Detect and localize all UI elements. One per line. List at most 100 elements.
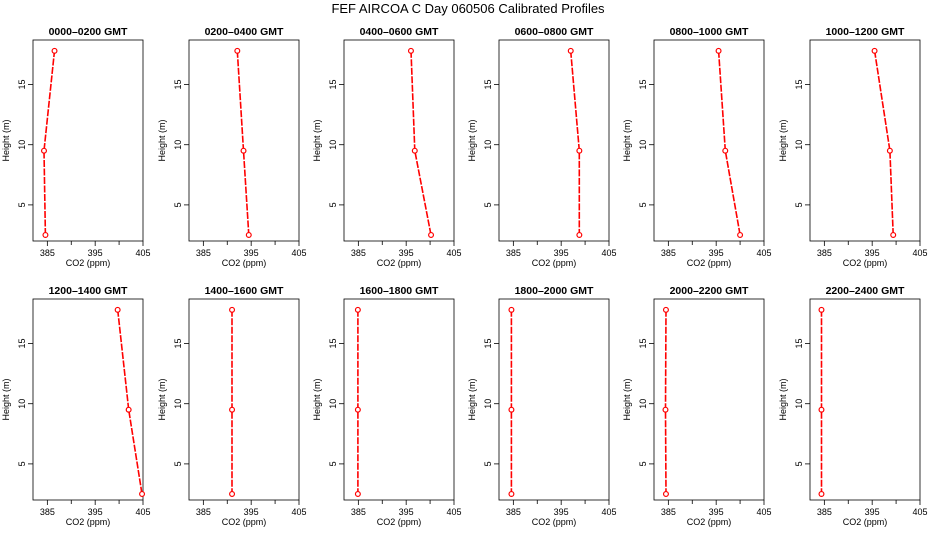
x-tick-label: 405 <box>756 248 771 258</box>
profile-point <box>818 306 825 313</box>
y-tick-label: 10 <box>638 140 648 150</box>
y-tick-label: 10 <box>328 399 338 409</box>
y-tick-label: 15 <box>794 80 804 90</box>
profile-point <box>245 231 252 238</box>
y-tick-label: 5 <box>794 461 804 466</box>
x-tick-label: 405 <box>291 507 306 517</box>
profile-panel-4: 0600–0800 GMT 385 395 405 CO2 (ppm) 5 10 15 Heig… <box>467 26 617 268</box>
profile-panel-12: 2200–2400 GMT 385 395 405 CO2 (ppm) 5 10 15 Heig… <box>778 285 928 527</box>
profile-line <box>43 50 56 236</box>
x-axis-label: CO2 (ppm) <box>532 517 577 527</box>
x-tick-label: 385 <box>351 507 366 517</box>
x-tick-label: 395 <box>865 507 880 517</box>
panel-title: 1000–1200 GMT <box>826 26 905 38</box>
x-tick-label: 395 <box>709 507 724 517</box>
y-tick-label: 5 <box>328 461 338 466</box>
y-axis-label: Height (m) <box>1 119 11 161</box>
profile-point <box>40 147 47 154</box>
y-tick-label: 15 <box>173 80 183 90</box>
x-tick-label: 405 <box>912 248 927 258</box>
y-tick-label: 15 <box>794 339 804 349</box>
x-tick-label: 405 <box>601 507 616 517</box>
y-axis-label: Height (m) <box>157 119 167 161</box>
x-tick-label: 395 <box>399 507 414 517</box>
x-axis-label: CO2 (ppm) <box>687 517 732 527</box>
panel-title: 1600–1800 GMT <box>360 285 439 297</box>
y-tick-label: 5 <box>17 202 27 207</box>
profile-point <box>229 406 236 413</box>
plot-frame <box>498 39 610 242</box>
profile-point <box>508 306 515 313</box>
x-tick-label: 405 <box>446 248 461 258</box>
profile-line <box>569 50 581 235</box>
x-axis-label: CO2 (ppm) <box>222 258 267 268</box>
y-tick-label: 15 <box>328 80 338 90</box>
x-axis-label: CO2 (ppm) <box>687 258 732 268</box>
profile-point <box>508 406 515 413</box>
x-tick-label: 395 <box>554 248 569 258</box>
x-tick-label: 405 <box>601 248 616 258</box>
x-tick-label: 385 <box>40 507 55 517</box>
y-tick-label: 10 <box>17 399 27 409</box>
x-tick-label: 405 <box>135 248 150 258</box>
profile-point <box>508 490 515 497</box>
plot-frame <box>498 298 610 501</box>
panel-title: 0200–0400 GMT <box>205 26 284 38</box>
profile-panel-11: 2000–2200 GMT 385 395 405 CO2 (ppm) 5 10 15 Heig… <box>622 285 772 527</box>
panel-title: 2000–2200 GMT <box>670 285 749 297</box>
y-axis-label: Height (m) <box>312 119 322 161</box>
profile-point <box>737 231 744 238</box>
x-tick-label: 385 <box>817 248 832 258</box>
profile-line <box>664 309 667 495</box>
x-tick-label: 395 <box>865 248 880 258</box>
profile-point <box>567 47 574 54</box>
profile-point <box>354 406 361 413</box>
y-tick-label: 5 <box>638 202 648 207</box>
x-tick-label: 395 <box>244 248 259 258</box>
x-axis-label: CO2 (ppm) <box>66 258 111 268</box>
plot-frame <box>809 298 921 501</box>
panel-title: 1200–1400 GMT <box>49 285 128 297</box>
x-axis-label: CO2 (ppm) <box>222 517 267 527</box>
y-tick-label: 15 <box>638 80 648 90</box>
profile-point <box>411 147 418 154</box>
profile-panel-5: 0800–1000 GMT 385 395 405 CO2 (ppm) 5 10 15 Heig… <box>622 26 772 268</box>
profile-line <box>410 50 432 236</box>
y-tick-label: 15 <box>638 339 648 349</box>
x-tick-label: 385 <box>196 248 211 258</box>
x-axis-label: CO2 (ppm) <box>66 517 111 527</box>
y-tick-label: 10 <box>328 140 338 150</box>
y-axis-label: Height (m) <box>157 378 167 420</box>
panel-title: 1800–2000 GMT <box>515 285 594 297</box>
y-tick-label: 5 <box>173 461 183 466</box>
panel-title: 0800–1000 GMT <box>670 26 749 38</box>
profile-line <box>717 50 741 236</box>
y-axis-label: Height (m) <box>622 378 632 420</box>
panel-title: 0600–0800 GMT <box>515 26 594 38</box>
y-axis-label: Height (m) <box>1 378 11 420</box>
plot-frame <box>32 39 144 242</box>
y-axis-label: Height (m) <box>778 119 788 161</box>
y-tick-label: 10 <box>794 140 804 150</box>
profile-point <box>51 47 58 54</box>
profile-point <box>715 47 722 54</box>
profile-point <box>139 490 146 497</box>
y-tick-label: 15 <box>17 339 27 349</box>
x-tick-label: 395 <box>244 507 259 517</box>
profile-point <box>229 490 236 497</box>
plot-frame <box>188 298 300 501</box>
plot-frame <box>188 39 300 242</box>
plot-frame <box>653 39 765 242</box>
profile-point <box>428 231 435 238</box>
x-axis-label: CO2 (ppm) <box>532 258 577 268</box>
x-tick-label: 385 <box>817 507 832 517</box>
y-tick-label: 5 <box>173 202 183 207</box>
profile-point <box>407 47 414 54</box>
profile-panel-10: 1800–2000 GMT 385 395 405 CO2 (ppm) 5 10 15 Heig… <box>467 285 617 527</box>
x-axis-label: CO2 (ppm) <box>843 258 888 268</box>
profile-panel-8: 1400–1600 GMT 385 395 405 CO2 (ppm) 5 10 15 Heig… <box>157 285 307 527</box>
profile-point <box>818 406 825 413</box>
profile-point <box>871 47 878 54</box>
profile-panel-2: 0200–0400 GMT 385 395 405 CO2 (ppm) 5 10 15 Heig… <box>157 26 307 268</box>
figure-title: FEF AIRCOA C Day 060506 Calibrated Profi… <box>331 1 605 16</box>
